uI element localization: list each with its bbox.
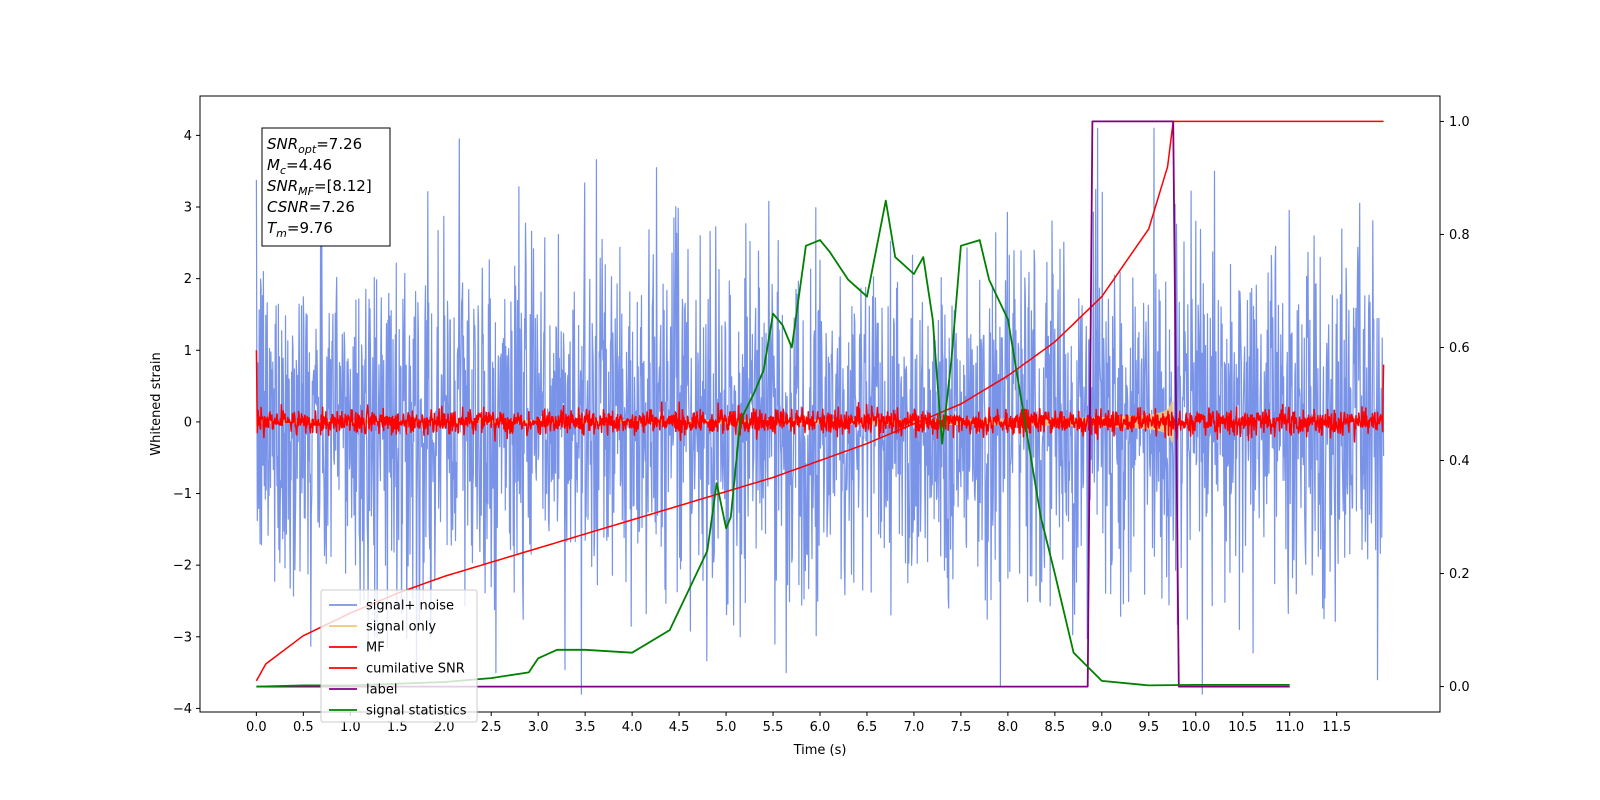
y-axis-left: −4 −3 −2 −1 0 1 2 3 4 — [173, 129, 200, 717]
x-tick-label: 7.0 — [904, 720, 925, 735]
y-tick-label: 4 — [184, 129, 192, 144]
x-tick-label: 1.0 — [340, 720, 361, 735]
x-tick-label: 4.5 — [669, 720, 690, 735]
y-axis-label: Whitened strain — [149, 352, 164, 455]
y-tick-label: −2 — [173, 559, 192, 574]
y-tick-label: −1 — [173, 487, 192, 502]
annotation-frame — [261, 127, 391, 247]
annotation-subscript: c — [280, 164, 286, 177]
y-tick-label: 2 — [184, 272, 192, 287]
legend-entry: signal statistics — [366, 704, 467, 719]
annotation-line: CSNR=7.26 — [267, 198, 355, 216]
y2-tick-label: 0.4 — [1449, 454, 1470, 469]
annotation-subscript: m — [276, 227, 287, 240]
series-label — [256, 120, 1290, 688]
y2-tick-label: 0.6 — [1449, 341, 1470, 356]
annotation-symbol: SNR — [267, 177, 298, 195]
series-signal-statistics — [256, 199, 1290, 688]
annotation-line: Mc=4.46 — [267, 156, 332, 177]
y-tick-label: 1 — [184, 344, 192, 359]
x-tick-label: 6.5 — [857, 720, 878, 735]
legend-entry: label — [366, 683, 397, 698]
annotation-symbol: T — [267, 219, 278, 237]
annotation-value: =4.46 — [286, 156, 332, 174]
annotation-line: SNRMF=[8.12] — [267, 177, 372, 198]
annotation-subscript: MF — [298, 185, 314, 198]
x-tick-label: 8.5 — [1045, 720, 1066, 735]
annotation-value: =9.76 — [287, 219, 333, 237]
legend: signal+ noise signal only MF cumilative SNR… — [320, 589, 478, 723]
x-tick-label: 3.0 — [528, 720, 549, 735]
x-tick-label: 9.0 — [1091, 720, 1112, 735]
x-tick-label: 2.0 — [434, 720, 455, 735]
y-tick-label: 3 — [184, 201, 192, 216]
x-tick-label: 4.0 — [622, 720, 643, 735]
annotation-line: Tm=9.76 — [267, 219, 333, 240]
x-tick-label: 5.5 — [763, 720, 784, 735]
x-axis: 0.0 0.5 1.0 1.5 2.0 2.5 3.0 3.5 4.0 4.5 5.0 5.5 6.0 6… — [246, 712, 1351, 735]
annotation-subscript: opt — [298, 143, 317, 156]
x-axis-label: Time (s) — [793, 743, 847, 758]
annotation-symbol: SNR — [267, 135, 298, 153]
y2-tick-label: 0.0 — [1449, 680, 1470, 695]
y-tick-label: −4 — [173, 702, 192, 717]
x-tick-label: 0.0 — [246, 720, 267, 735]
annotation-line: SNRopt=7.26 — [267, 135, 362, 156]
annotation-box: SNRopt=7.26Mc=4.46SNRMF=[8.12]CSNR=7.26T… — [261, 127, 391, 247]
annotation-symbol: M — [267, 156, 280, 174]
x-tick-label: 5.0 — [716, 720, 737, 735]
legend-entry: cumilative SNR — [366, 662, 465, 677]
y2-tick-label: 0.2 — [1449, 567, 1470, 582]
annotation-value: =7.26 — [309, 198, 355, 216]
annotation-value: =7.26 — [316, 135, 362, 153]
x-tick-label: 10.5 — [1228, 720, 1257, 735]
series-signal-noise — [255, 127, 1385, 695]
legend-entry: signal only — [366, 620, 436, 635]
legend-entry: MF — [366, 641, 385, 656]
legend-frame — [320, 589, 478, 723]
y2-tick-label: 0.8 — [1449, 228, 1470, 243]
x-tick-label: 3.5 — [575, 720, 596, 735]
y-tick-label: 0 — [184, 415, 192, 430]
annotation-value: =[8.12] — [314, 177, 372, 195]
x-tick-label: 9.5 — [1138, 720, 1159, 735]
series-mf — [255, 350, 1385, 443]
x-tick-label: 8.0 — [998, 720, 1019, 735]
x-tick-label: 1.5 — [387, 720, 408, 735]
legend-entry: signal+ noise — [366, 599, 454, 614]
y2-tick-label: 1.0 — [1449, 115, 1470, 130]
y-tick-label: −3 — [173, 630, 192, 645]
y-axis-right: 0.0 0.2 0.4 0.6 0.8 1.0 — [1440, 115, 1470, 695]
x-tick-label: 6.0 — [810, 720, 831, 735]
annotation-symbol: CSNR — [267, 198, 309, 216]
x-tick-label: 2.5 — [481, 720, 502, 735]
x-tick-label: 11.0 — [1275, 720, 1304, 735]
x-tick-label: 7.5 — [951, 720, 972, 735]
x-tick-label: 0.5 — [293, 720, 314, 735]
x-tick-label: 10.0 — [1181, 720, 1210, 735]
x-tick-label: 11.5 — [1322, 720, 1351, 735]
